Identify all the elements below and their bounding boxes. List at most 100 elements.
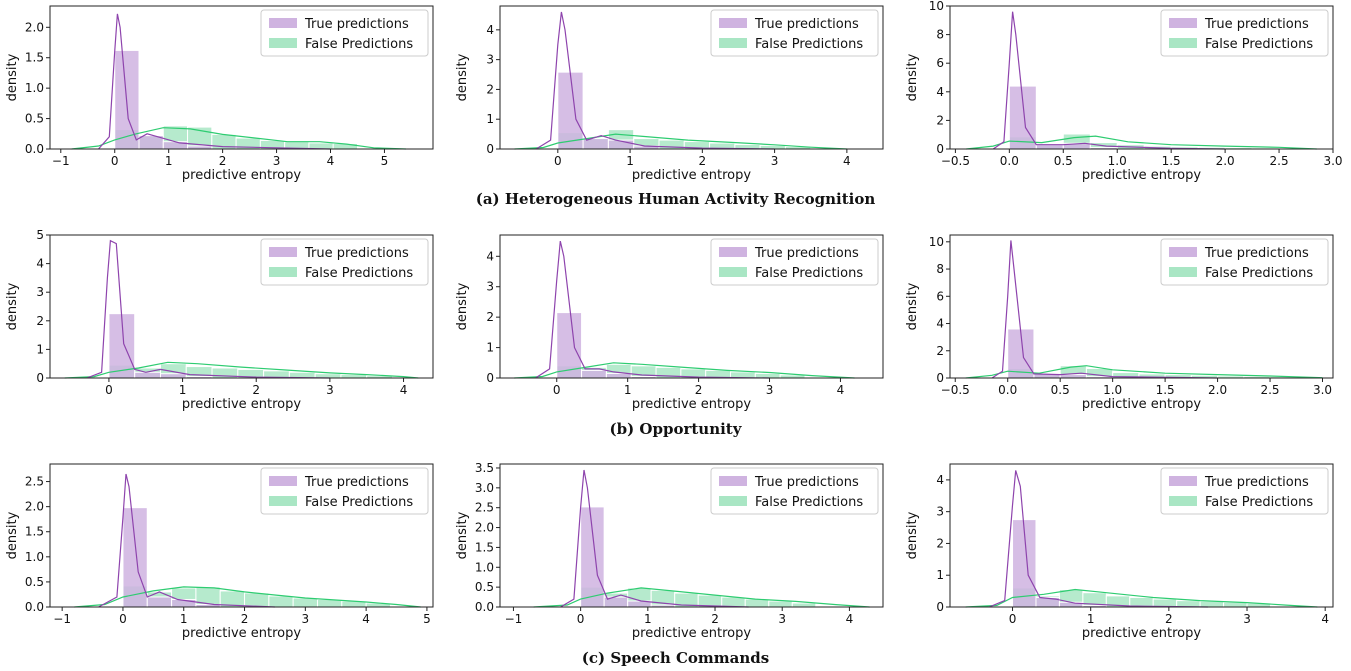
legend-swatch-false [719,38,747,48]
y-axis-label: density [5,282,20,330]
legend-swatch-true [719,476,747,486]
legend-box [260,238,429,286]
x-tick-label: 0.5 [1051,383,1070,397]
y-tick-label: 5 [36,228,44,242]
x-tick-label: 4 [846,612,854,626]
x-tick-label: 3 [771,154,779,168]
y-tick-label: 0 [36,371,44,385]
x-tick-label: 2.0 [1216,154,1235,168]
y-tick-label: 0.5 [25,112,44,126]
y-tick-label: 0 [936,371,944,385]
y-tick-label: 2.0 [25,20,44,34]
x-tick-label: 3 [1243,612,1251,626]
y-tick-label: 2 [486,82,494,96]
x-tick-label: 0.5 [1054,154,1073,168]
legend-swatch-true [269,476,297,486]
legend-swatch-true [269,247,297,257]
x-tick-label: 3 [766,383,774,397]
x-tick-label: 4 [400,383,408,397]
chart-panel-b3: −0.5 0.0 0.5 1.0 1.5 2.0 2.5 3.0 0 2 4 6 8 10 predicti… [905,234,1334,412]
x-tick-label: −0.5 [941,154,970,168]
x-axis-label: predictive entropy [182,626,301,641]
true-kde-line [86,239,330,379]
x-tick-label: 2 [699,154,707,168]
y-tick-label: 1.0 [475,560,494,574]
legend: True predictions False Predictions [1160,467,1329,515]
x-tick-label: 0 [554,154,562,168]
legend-label-true: True predictions [304,17,409,32]
y-tick-label: 1 [486,341,494,355]
chart-panel-a2: 0 1 2 3 4 0 1 2 3 4 predictive entropy density True … [455,5,884,183]
legend-swatch-false [719,496,747,506]
y-axis-label: density [5,53,20,101]
x-tick-label: 0 [577,612,585,626]
y-tick-label: 0 [486,142,494,156]
y-tick-label: 0.0 [25,142,44,156]
y-tick-label: 3 [936,505,944,519]
x-tick-label: 5 [381,154,389,168]
y-tick-label: 3 [486,53,494,67]
false-kde-line [533,587,870,608]
x-axis-label: predictive entropy [1082,168,1201,183]
x-axis-label: predictive entropy [632,626,751,641]
y-tick-label: 2 [936,536,944,550]
legend-label-false: False Predictions [305,495,413,510]
x-tick-label: 2 [711,612,719,626]
caption-c: (c) Speech Commands [581,649,770,667]
true-kde-line [991,240,1218,379]
legend-swatch-true [719,18,747,28]
true-bar [1035,144,1064,150]
legend-label-false: False Predictions [755,266,863,281]
legend-swatch-false [269,267,297,277]
true-bar [122,507,148,608]
legend-swatch-true [1169,18,1197,28]
true-kde-line [98,473,275,608]
x-tick-label: 1.5 [1162,154,1181,168]
y-tick-label: 2.5 [475,501,494,515]
x-tick-label: 3 [302,612,310,626]
x-tick-label: −1 [505,612,523,626]
y-tick-label: 3 [36,285,44,299]
true-bar [581,369,607,379]
true-kde-line [992,11,1226,150]
x-tick-label: 0 [553,383,561,397]
caption-b: (b) Opportunity [609,420,742,438]
x-tick-label: 4 [837,383,845,397]
true-bar [605,372,632,379]
legend-label-true: True predictions [754,246,859,261]
true-bar [159,373,187,379]
x-tick-label: 2 [695,383,703,397]
legend: True predictions False Predictions [710,467,879,515]
legend: True predictions False Predictions [1160,9,1329,57]
y-tick-label: 4 [486,249,494,263]
y-tick-label: 4 [36,257,44,271]
x-tick-label: 1 [179,383,187,397]
x-tick-label: 0.0 [998,383,1017,397]
x-tick-label: 2 [252,383,260,397]
x-tick-label: 2 [241,612,249,626]
false-bar [768,600,793,608]
y-tick-label: 1.5 [475,540,494,554]
x-tick-label: 2.5 [1260,383,1279,397]
y-tick-label: 1.5 [25,51,44,65]
false-kde-line [514,133,847,150]
x-axis-label: predictive entropy [632,397,751,412]
legend-label-true: True predictions [1204,17,1309,32]
true-bar [134,371,161,379]
y-tick-label: 3.5 [475,461,494,475]
false-bar [268,595,294,608]
legend: True predictions False Predictions [710,9,879,57]
legend-label-false: False Predictions [755,37,863,52]
x-tick-label: 1 [180,612,188,626]
legend-box [1160,9,1329,57]
x-tick-label: 1 [644,612,652,626]
y-tick-label: 0.5 [25,575,44,589]
x-tick-label: 0.0 [1000,154,1019,168]
chart-panel-a1: −1 0 1 2 3 4 5 0.0 0.5 1.0 1.5 2.0 predictive entrop… [5,5,434,183]
x-axis-label: predictive entropy [1082,626,1201,641]
legend-swatch-false [1169,267,1197,277]
legend-swatch-true [1169,247,1197,257]
y-tick-label: 1.5 [25,525,44,539]
legend-swatch-true [719,247,747,257]
chart-panel-a3: −0.5 0.0 0.5 1.0 1.5 2.0 2.5 3.0 0 2 4 6 8 10 predicti… [905,0,1343,183]
